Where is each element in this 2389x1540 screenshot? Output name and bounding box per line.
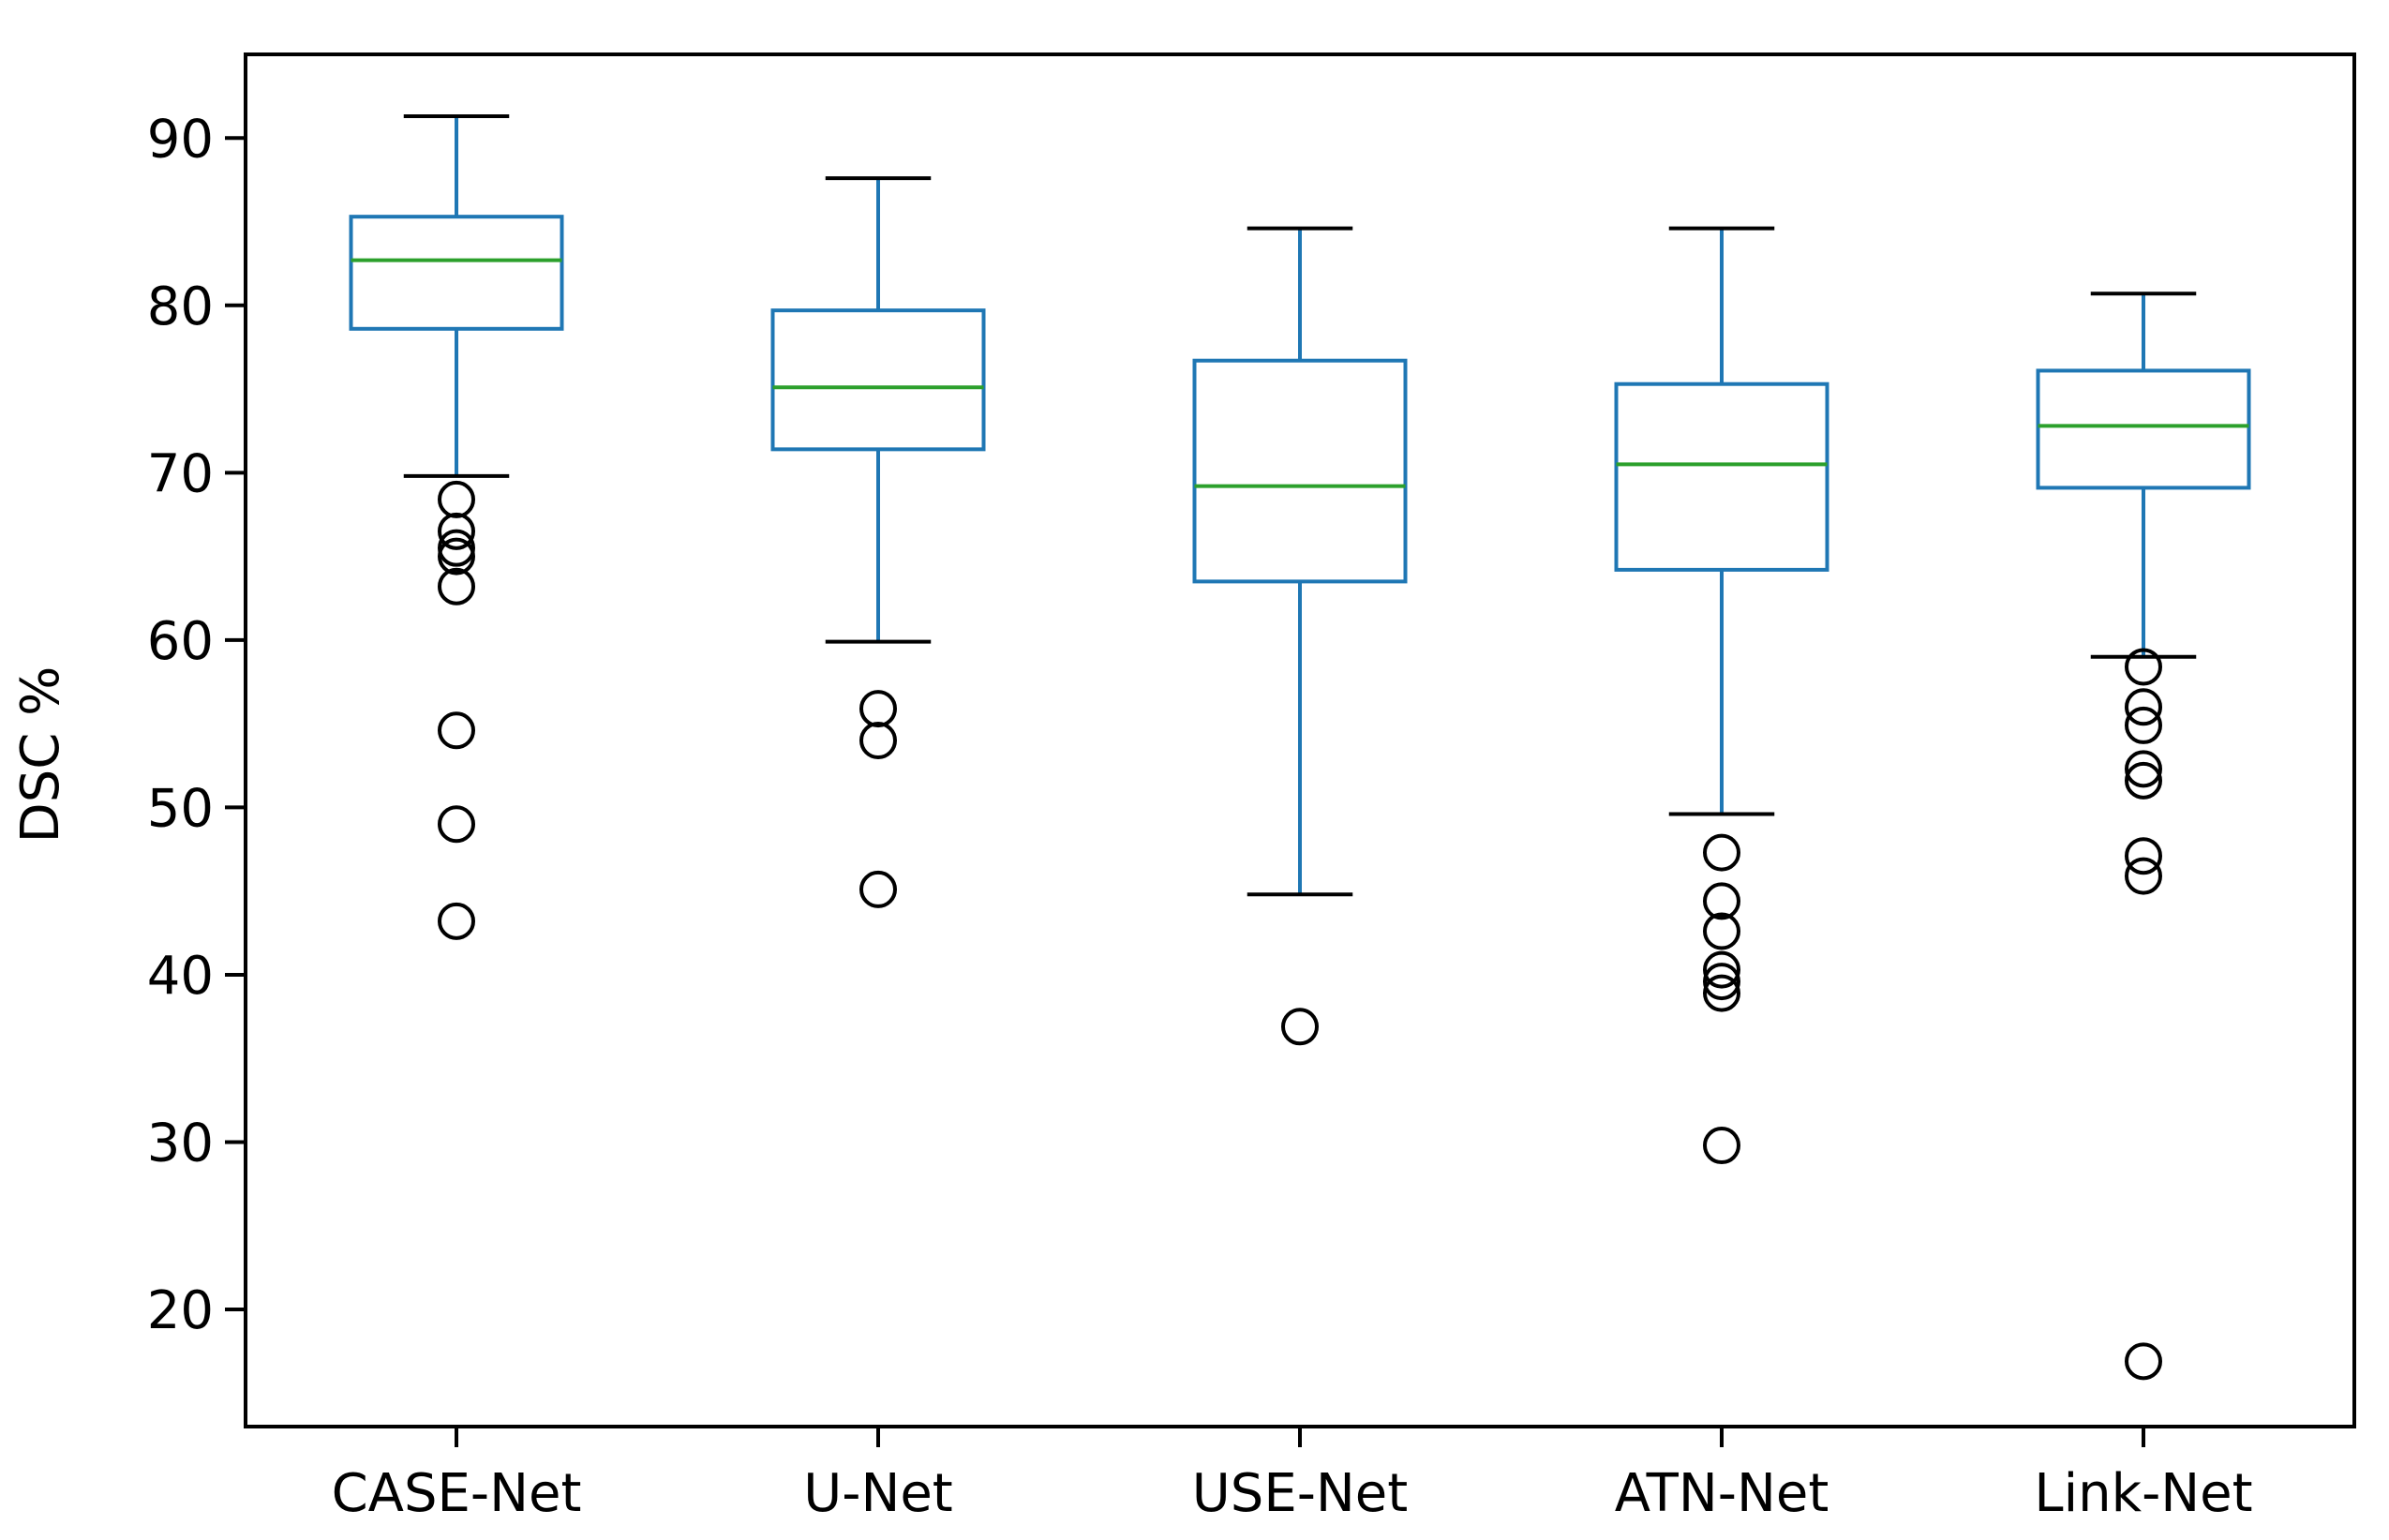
flier-atn-net-3 <box>1703 950 1740 989</box>
x-tick-label-case-net: CASE-Net <box>332 1463 582 1524</box>
flier-link-net-2 <box>2125 706 2162 744</box>
box-group-link-net <box>2036 292 2251 1381</box>
flier-link-net-6 <box>2125 857 2162 895</box>
x-axis: CASE-Net U-Net USE-Net ATN-Net Link-Net <box>332 1427 2253 1524</box>
x-tick-label-use-net: USE-Net <box>1192 1463 1408 1524</box>
flier-link-net-0 <box>2125 648 2162 686</box>
y-tick-label-90: 90 <box>147 109 214 170</box>
box-u-net <box>770 308 986 452</box>
flier-u-net-1 <box>859 722 897 759</box>
x-tick-label-link-net: Link-Net <box>2034 1463 2252 1524</box>
box-group-u-net <box>770 176 986 908</box>
y-tick-label-30: 30 <box>147 1113 214 1174</box>
y-tick-label-40: 40 <box>147 946 214 1007</box>
y-tick-label-50: 50 <box>147 778 214 839</box>
flier-case-net-0 <box>438 480 475 518</box>
flier-link-net-5 <box>2125 837 2162 875</box>
x-tick-label-atn-net: ATN-Net <box>1615 1463 1829 1524</box>
flier-case-net-6 <box>438 805 475 844</box>
plot-area <box>349 114 2251 1381</box>
flier-case-net-3 <box>438 537 475 576</box>
flier-atn-net-2 <box>1703 912 1740 950</box>
flier-case-net-2 <box>438 529 475 567</box>
flier-link-net-3 <box>2125 750 2162 788</box>
y-tick-label-20: 20 <box>147 1280 214 1341</box>
box-case-net <box>349 215 564 331</box>
x-tick-label-u-net: U-Net <box>803 1463 953 1524</box>
flier-link-net-1 <box>2125 688 2162 726</box>
y-tick-label-70: 70 <box>147 443 214 504</box>
flier-case-net-1 <box>438 512 475 550</box>
flier-link-net-7 <box>2125 1342 2162 1381</box>
y-axis-label: DSC % <box>10 666 71 844</box>
flier-case-net-4 <box>438 567 475 606</box>
flier-atn-net-6 <box>1703 1127 1740 1165</box>
flier-atn-net-4 <box>1703 963 1740 1001</box>
flier-u-net-0 <box>859 690 897 728</box>
flier-use-net-0 <box>1281 1008 1319 1046</box>
box-atn-net <box>1614 381 1829 572</box>
y-axis: 20 30 40 50 60 70 80 90 <box>147 109 246 1341</box>
flier-link-net-4 <box>2125 761 2162 800</box>
flier-atn-net-1 <box>1703 882 1740 920</box>
flier-case-net-5 <box>438 711 475 750</box>
box-group-use-net <box>1192 226 1408 1046</box>
box-group-case-net <box>349 114 564 940</box>
y-tick-label-80: 80 <box>147 277 214 337</box>
flier-atn-net-5 <box>1703 974 1740 1012</box>
flier-case-net-7 <box>438 902 475 940</box>
flier-u-net-2 <box>859 870 897 908</box>
flier-atn-net-0 <box>1703 833 1740 872</box>
box-link-net <box>2036 368 2251 490</box>
box-group-atn-net <box>1614 226 1829 1165</box>
y-tick-label-60: 60 <box>147 611 214 672</box>
box-use-net <box>1192 358 1408 584</box>
